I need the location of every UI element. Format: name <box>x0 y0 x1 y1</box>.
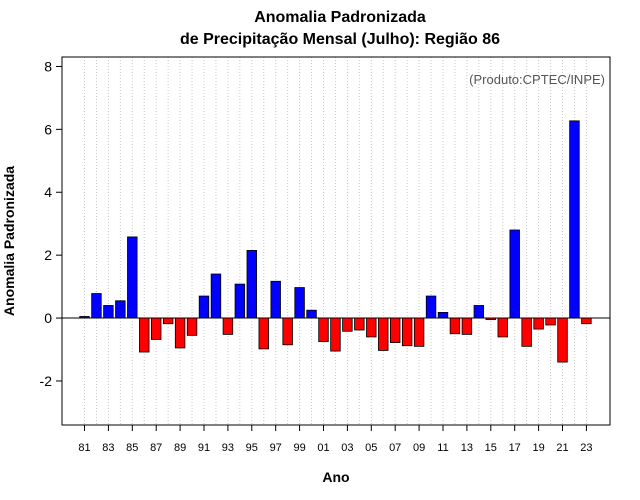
x-tick-label: 89 <box>174 442 186 454</box>
watermark-text: (Produto:CPTEC/INPE) <box>469 72 605 87</box>
bar-2011 <box>437 311 449 319</box>
bar-1982 <box>91 293 102 319</box>
bar-1996 <box>258 317 269 350</box>
x-tick-label: 11 <box>437 442 448 454</box>
bar-2001 <box>318 317 329 343</box>
y-tick-label: 6 <box>44 121 52 137</box>
x-tick-label: 97 <box>270 442 282 454</box>
x-tick-label: 09 <box>413 442 425 454</box>
bar-1983 <box>103 305 114 319</box>
bar-2007 <box>389 317 401 343</box>
bar-1990 <box>186 317 198 336</box>
bar-1986 <box>139 317 150 353</box>
bar-2014 <box>473 305 485 319</box>
x-tick-label: 91 <box>198 442 210 454</box>
bar-2012 <box>449 317 461 335</box>
x-tick-label: 01 <box>317 442 329 454</box>
bar-1991 <box>198 295 210 319</box>
bar-2000 <box>306 309 317 319</box>
y-tick-label: 0 <box>44 310 52 326</box>
bar-2022 <box>569 120 580 319</box>
x-tick-label: 87 <box>150 442 162 454</box>
x-tick-label: 95 <box>246 442 258 454</box>
bar-1987 <box>150 317 162 340</box>
bar-1993 <box>222 317 234 335</box>
bar-2004 <box>354 317 365 331</box>
bar-2002 <box>330 317 341 352</box>
bar-2006 <box>378 317 389 351</box>
x-tick-label: 21 <box>556 442 568 454</box>
bar-1998 <box>282 317 293 346</box>
x-tick-label: 15 <box>485 442 497 454</box>
bar-2013 <box>461 317 473 335</box>
bar-2015 <box>485 317 497 321</box>
y-tick-label: 4 <box>44 184 52 200</box>
bar-1995 <box>246 250 258 319</box>
bar-2009 <box>413 317 425 347</box>
x-tick-label: 07 <box>389 442 401 454</box>
bar-2018 <box>521 317 532 347</box>
x-tick-label: 93 <box>222 442 234 454</box>
x-tick-label: 99 <box>293 442 305 454</box>
chart-title-line2: de Precipitação Mensal (Julho): Região 8… <box>179 31 501 48</box>
x-tick-label: 81 <box>78 442 90 454</box>
chart-title-line1: Anomalia Padronizada <box>254 9 426 26</box>
x-tick-label: 23 <box>580 442 592 454</box>
y-tick-label: -2 <box>40 373 53 389</box>
x-tick-label: 05 <box>365 442 377 454</box>
bar-1989 <box>174 317 186 349</box>
bar-1981 <box>79 316 90 319</box>
y-tick-label: 8 <box>44 58 52 74</box>
plot-frame <box>61 56 611 426</box>
x-tick-label: 19 <box>532 442 544 454</box>
x-tick-label: 83 <box>102 442 114 454</box>
x-tick-label: 13 <box>461 442 473 454</box>
bar-1999 <box>294 287 305 319</box>
x-tick-label: 17 <box>509 442 521 454</box>
bar-2021 <box>557 317 568 363</box>
bar-2019 <box>533 317 544 330</box>
bar-1984 <box>115 300 126 319</box>
bar-1994 <box>234 283 246 319</box>
bar-1985 <box>127 236 138 319</box>
y-axis-label: Anomalia Padronizada <box>1 166 17 316</box>
bar-2010 <box>425 295 437 319</box>
x-axis-label: Ano <box>322 469 349 485</box>
x-tick-label: 03 <box>341 442 353 454</box>
bar-2017 <box>509 229 520 319</box>
bar-1997 <box>270 280 281 319</box>
bar-2023 <box>581 317 592 325</box>
bar-2020 <box>545 317 556 326</box>
y-tick-label: 2 <box>44 247 52 263</box>
bar-1992 <box>210 273 222 319</box>
bar-2003 <box>342 317 353 332</box>
bar-2005 <box>366 317 377 338</box>
bar-2016 <box>497 317 508 338</box>
bar-1988 <box>162 317 174 325</box>
x-tick-label: 85 <box>126 442 138 454</box>
bar-2008 <box>401 317 413 347</box>
